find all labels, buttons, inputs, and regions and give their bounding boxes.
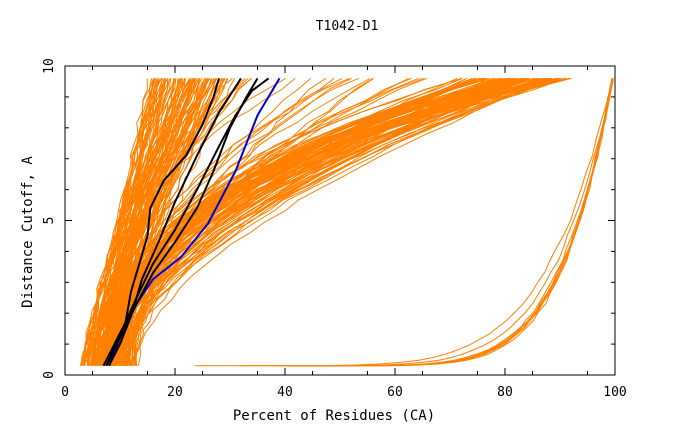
model-curve [100, 78, 252, 366]
model-curve [111, 77, 528, 366]
y-tick-label: 10 [42, 58, 57, 74]
model-curve [113, 77, 527, 366]
model-curves [79, 77, 614, 367]
model-curve [107, 77, 512, 366]
x-tick-label: 0 [61, 385, 69, 400]
model-curve [291, 78, 614, 367]
x-tick-label: 80 [497, 385, 513, 400]
model-curve [133, 77, 547, 366]
model-curve [101, 77, 462, 366]
model-curve [273, 78, 613, 367]
model-curve [84, 78, 187, 366]
series-line-3 [108, 77, 242, 367]
chart-title: T1042-D1 [316, 19, 379, 34]
model-curve [91, 78, 185, 366]
model-curve [194, 78, 613, 367]
highlighted-curves [102, 77, 281, 367]
x-axis-title: Percent of Residues (CA) [233, 408, 435, 424]
model-curve [103, 77, 510, 366]
model-curve [108, 77, 525, 366]
model-curve [83, 78, 200, 366]
model-curve [95, 78, 249, 366]
model-curve [285, 78, 613, 367]
model-curve [88, 78, 210, 366]
y-tick-label: 5 [42, 217, 57, 225]
model-curve [134, 77, 497, 366]
model-curve [82, 78, 196, 366]
model-curve [93, 78, 177, 366]
model-curve [126, 77, 540, 366]
model-curve [103, 77, 484, 366]
x-tick-label: 60 [387, 385, 403, 400]
model-curve [120, 77, 559, 366]
x-tick-label: 20 [167, 385, 183, 400]
model-curve [238, 78, 613, 367]
axis-ticks: 0 20 40 60 80 100 0 5 10 [42, 58, 627, 400]
series-line-4 [105, 77, 270, 367]
y-axis-title: Distance Cutoff, A [20, 156, 36, 308]
model-curve [98, 77, 343, 366]
x-tick-label: 100 [603, 385, 626, 400]
y-tick-label: 0 [42, 371, 57, 379]
model-curve [131, 77, 549, 366]
model-curve [97, 78, 155, 366]
x-tick-label: 40 [277, 385, 293, 400]
model-curve [134, 77, 555, 366]
